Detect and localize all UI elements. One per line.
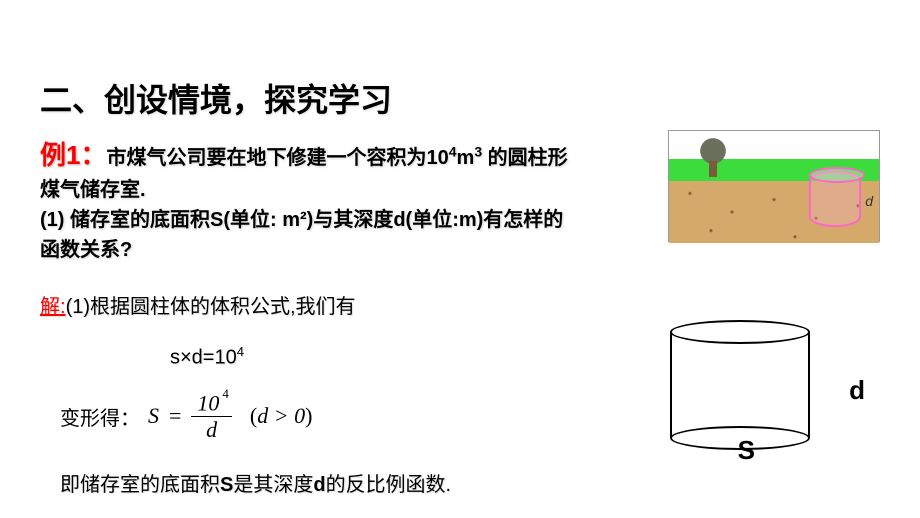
- num-sup: 4: [222, 386, 229, 401]
- problem-sup1: 4: [449, 143, 457, 159]
- num-base: 10: [197, 390, 219, 415]
- solution-body: (1)根据圆柱体的体积公式,我们有: [66, 296, 356, 318]
- cond-op: > 0: [268, 403, 305, 428]
- formula-condition: (d > 0): [250, 403, 313, 429]
- transform-label: 变形得：: [60, 402, 140, 431]
- eq1-text: s×d=10: [170, 347, 237, 369]
- example-label: 例1：: [40, 140, 106, 170]
- problem-sup2: 3: [474, 143, 482, 159]
- illustration-image: d: [668, 130, 880, 242]
- concl-S: S: [220, 474, 233, 496]
- frac-denominator: d: [200, 417, 223, 443]
- conclusion-text: 即储存室的底面积S是其深度d的反比例函数.: [60, 468, 880, 497]
- cylinder-diagram: [670, 320, 810, 450]
- cylinder-label-d: d: [849, 375, 865, 406]
- cond-close: ): [305, 403, 312, 428]
- cyl-body: [670, 332, 810, 438]
- solution-label: 解:: [40, 296, 66, 318]
- formula-eq: =: [169, 403, 181, 429]
- formula-S: S: [148, 403, 159, 429]
- section-title: 二、创设情境，探究学习: [40, 75, 880, 121]
- illu-cylinder-icon: [809, 171, 861, 227]
- concl-d: d: [313, 474, 325, 496]
- cylinder-label-s: S: [738, 435, 755, 466]
- problem-line1a: 市煤气公司要在地下修建一个容积为10: [106, 147, 448, 169]
- cond-var: d: [257, 403, 268, 428]
- eq1-sup: 4: [237, 344, 244, 359]
- frac-numerator: 104: [191, 390, 232, 416]
- cyl-top-ellipse: [670, 320, 810, 344]
- formula-s-equals: S = 104 d (d > 0): [148, 390, 312, 443]
- concl-mid: 是其深度: [233, 474, 313, 496]
- slide-container: 二、创设情境，探究学习 例1：市煤气公司要在地下修建一个容积为104m3 的圆柱…: [0, 0, 920, 518]
- problem-line2: (1) 储存室的底面积S(单位: m²)与其深度d(单位:m)有怎样的函数关系?: [40, 209, 563, 261]
- problem-line1b: m: [457, 147, 475, 169]
- formula-fraction: 104 d: [191, 390, 232, 443]
- concl-suffix: 的反比例函数.: [326, 474, 452, 496]
- solution-line: 解:(1)根据圆柱体的体积公式,我们有: [40, 290, 880, 319]
- illu-depth-label: d: [865, 193, 873, 209]
- illu-trunk-icon: [709, 161, 717, 177]
- problem-paragraph: 例1：市煤气公司要在地下修建一个容积为104m3 的圆柱形煤气储存室. (1) …: [40, 136, 570, 265]
- concl-prefix: 即储存室的底面积: [60, 474, 220, 496]
